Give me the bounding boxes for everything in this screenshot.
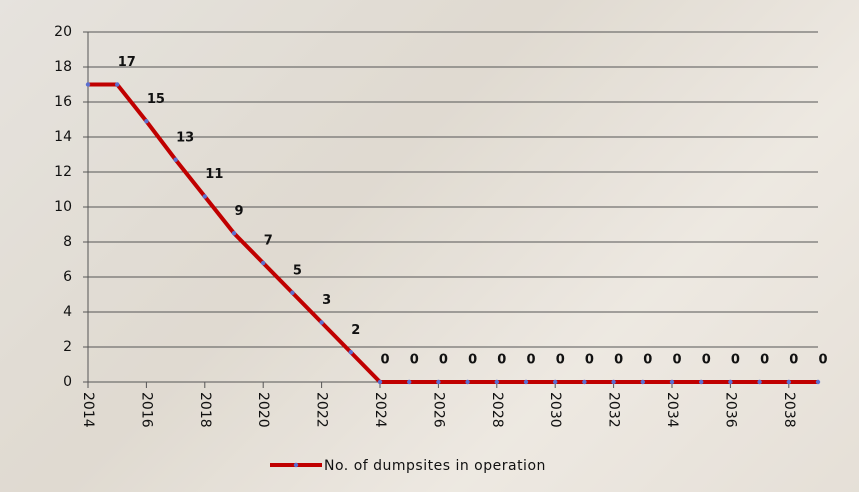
value-label: 5 <box>293 263 302 278</box>
point <box>524 380 528 384</box>
point <box>553 380 557 384</box>
point <box>757 380 761 384</box>
y-tick-label: 8 <box>63 234 72 250</box>
x-tick-label: 2032 <box>606 392 622 428</box>
point <box>232 231 236 235</box>
point <box>173 158 177 162</box>
value-label: 11 <box>205 167 223 182</box>
x-tick-label: 2022 <box>314 392 330 428</box>
y-tick-label: 6 <box>63 269 72 285</box>
y-tick-label: 14 <box>54 129 72 145</box>
value-label: 0 <box>614 353 623 368</box>
y-tick-label: 12 <box>54 164 72 180</box>
point <box>641 380 645 384</box>
value-label: 3 <box>322 293 331 308</box>
value-label: 7 <box>264 234 273 249</box>
y-tick-label: 16 <box>54 94 72 110</box>
point <box>319 320 323 324</box>
value-label: 2 <box>351 323 360 338</box>
value-label: 17 <box>118 55 136 70</box>
point <box>407 380 411 384</box>
point <box>787 380 791 384</box>
y-tick-label: 0 <box>63 374 72 390</box>
y-tick-label: 2 <box>63 339 72 355</box>
point <box>728 380 732 384</box>
y-tick-label: 4 <box>63 304 72 320</box>
point <box>261 261 265 265</box>
legend-label: No. of dumpsites in operation <box>324 458 546 474</box>
x-tick-label: 2016 <box>138 392 154 428</box>
value-label: 0 <box>497 353 506 368</box>
point <box>699 380 703 384</box>
x-tick-label: 2028 <box>489 392 505 428</box>
point <box>582 380 586 384</box>
value-label: 0 <box>819 353 828 368</box>
value-label: 0 <box>439 353 448 368</box>
value-label: 0 <box>760 353 769 368</box>
point <box>495 380 499 384</box>
value-label: 0 <box>731 353 740 368</box>
value-label: 0 <box>673 353 682 368</box>
y-tick-label: 10 <box>54 199 72 215</box>
x-tick-label: 2036 <box>722 392 738 428</box>
x-tick-label: 2014 <box>80 392 96 428</box>
x-tick-label: 2038 <box>781 392 797 428</box>
x-tick-label: 2034 <box>664 392 680 428</box>
value-label: 0 <box>702 353 711 368</box>
point <box>86 82 90 86</box>
point <box>436 380 440 384</box>
point <box>465 380 469 384</box>
value-label: 0 <box>527 353 536 368</box>
x-tick-label: 2024 <box>372 392 388 428</box>
point <box>115 82 119 86</box>
point <box>203 194 207 198</box>
value-label: 0 <box>789 353 798 368</box>
value-label: 0 <box>585 353 594 368</box>
point <box>670 380 674 384</box>
value-label: 0 <box>643 353 652 368</box>
x-tick-label: 2020 <box>255 392 271 428</box>
value-label: 13 <box>176 130 194 145</box>
value-label: 0 <box>410 353 419 368</box>
point <box>816 380 820 384</box>
chart: 0246810121416182020142016201820202022202… <box>0 0 859 492</box>
x-tick-label: 2026 <box>430 392 446 428</box>
x-tick-label: 2030 <box>547 392 563 428</box>
point <box>349 350 353 354</box>
value-label: 0 <box>381 353 390 368</box>
value-label: 0 <box>468 353 477 368</box>
legend-marker <box>294 463 298 467</box>
point <box>611 380 615 384</box>
point <box>144 119 148 123</box>
x-tick-label: 2018 <box>197 392 213 428</box>
y-tick-label: 18 <box>54 59 72 75</box>
y-tick-label: 20 <box>54 24 72 40</box>
value-label: 15 <box>147 92 165 107</box>
point <box>378 380 382 384</box>
value-label: 9 <box>235 204 244 219</box>
point <box>290 291 294 295</box>
value-label: 0 <box>556 353 565 368</box>
